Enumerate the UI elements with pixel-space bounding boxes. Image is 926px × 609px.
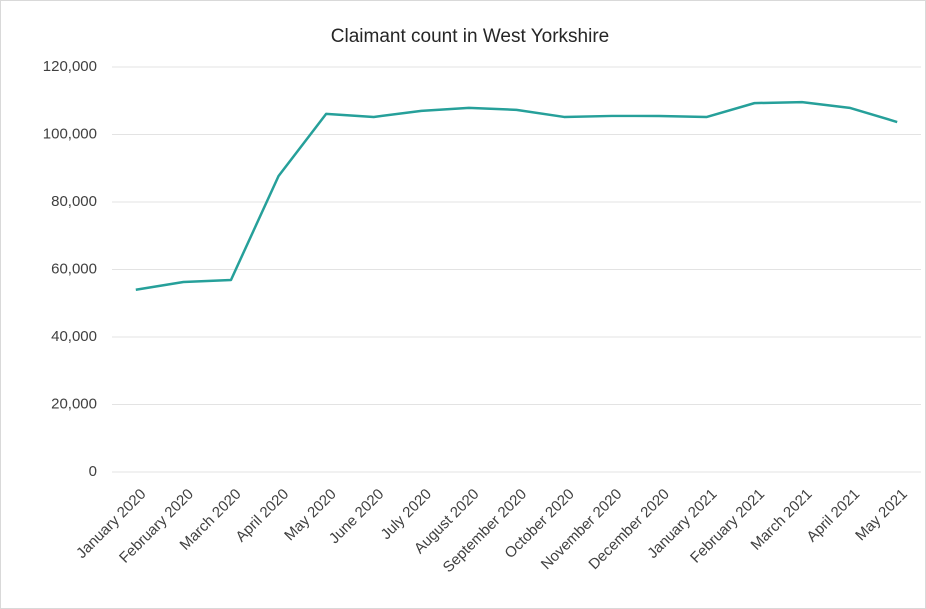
- y-tick-label: 100,000: [43, 125, 97, 142]
- y-tick-label: 40,000: [51, 328, 97, 345]
- y-tick-label: 0: [89, 463, 97, 480]
- y-tick-label: 60,000: [51, 260, 97, 277]
- line: [135, 100, 898, 291]
- chart-title: Claimant count in West Yorkshire: [331, 26, 609, 47]
- y-tick-label: 80,000: [51, 193, 97, 210]
- y-tick-label: 20,000: [51, 395, 97, 412]
- y-tick-label: 120,000: [43, 58, 97, 75]
